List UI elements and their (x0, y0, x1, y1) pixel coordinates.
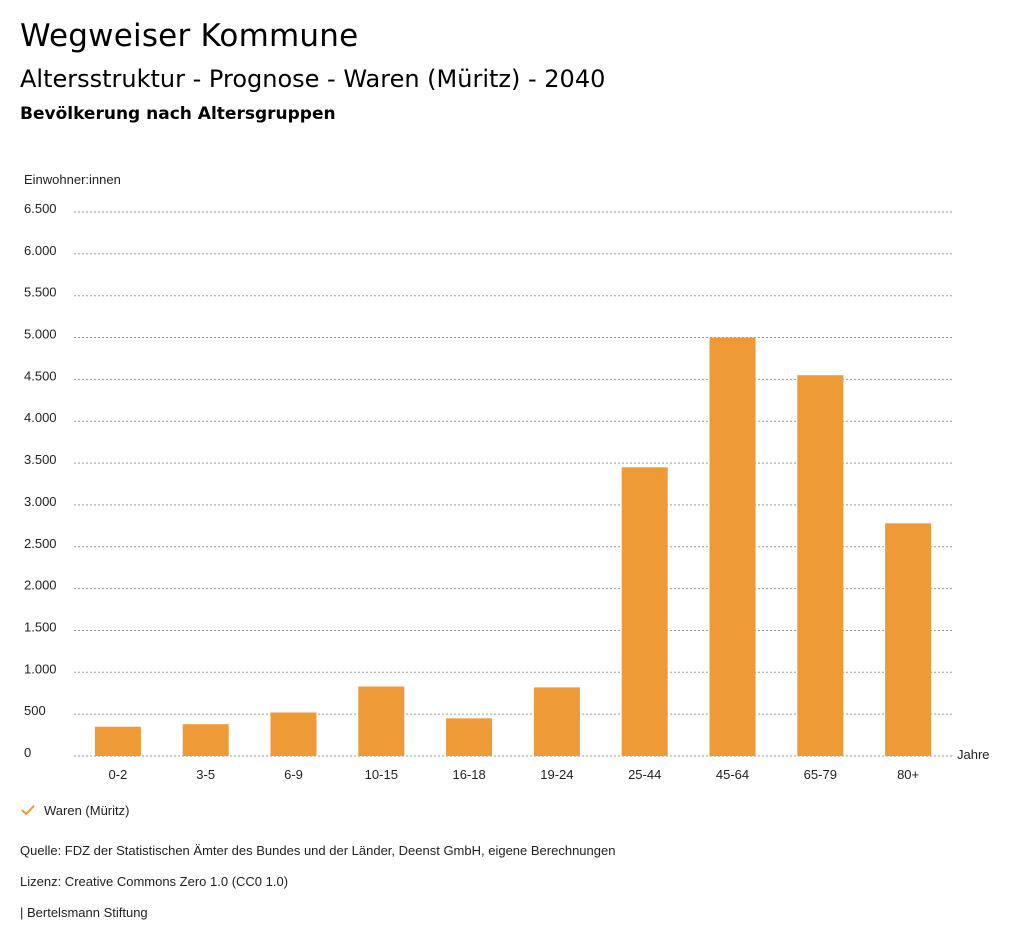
y-tick-label: 5.500 (24, 285, 57, 300)
y-tick-label: 6.500 (24, 201, 57, 216)
x-tick-label: 10-15 (365, 767, 398, 782)
bar-chart: Einwohner:innen 0 500 1.000 1.500 2.000 2.500… (24, 172, 990, 782)
y-tick-label: 5.000 (24, 327, 57, 342)
bar-19-24[interactable] (533, 687, 580, 756)
bar-25-44[interactable] (621, 467, 668, 756)
y-tick-label: 1.500 (24, 619, 57, 634)
x-tick-label: 80+ (897, 767, 919, 782)
y-tick-label: 4.000 (24, 410, 57, 425)
x-tick-label: 0-2 (109, 767, 128, 782)
source-note: Quelle: FDZ der Statistischen Ämter des … (20, 843, 616, 858)
bar-65-79[interactable] (797, 375, 844, 756)
organization-note: | Bertelsmann Stiftung (20, 905, 148, 920)
legend[interactable]: Waren (Müritz) (20, 802, 129, 818)
y-tick-labels: 0 500 1.000 1.500 2.000 2.500 3.000 3.500 4.000 4… (24, 201, 57, 760)
y-tick-label: 2.500 (24, 536, 57, 551)
bar-6-9[interactable] (270, 712, 317, 756)
x-tick-label: 16-18 (452, 767, 485, 782)
y-tick-label: 3.000 (24, 494, 57, 509)
bar-3-5[interactable] (182, 724, 229, 756)
x-tick-labels: 0-2 3-5 6-9 10-15 16-18 19-24 25-44 45-64 65-79 8… (109, 767, 920, 782)
bars (94, 337, 932, 756)
x-tick-label: 6-9 (284, 767, 303, 782)
page-subtitle: Altersstruktur - Prognose - Waren (Mürit… (20, 65, 606, 93)
page-title: Wegweiser Kommune (20, 18, 359, 54)
bar-45-64[interactable] (709, 337, 756, 756)
y-tick-label: 3.500 (24, 452, 57, 467)
y-tick-label: 2.000 (24, 578, 57, 593)
x-axis-label: Jahre (957, 747, 990, 762)
checkmark-icon[interactable] (20, 802, 36, 818)
x-tick-label: 3-5 (196, 767, 215, 782)
license-note: Lizenz: Creative Commons Zero 1.0 (CC0 1… (20, 874, 289, 889)
y-tick-label: 4.500 (24, 368, 57, 383)
y-tick-label: 0 (24, 745, 31, 760)
legend-label: Waren (Müritz) (44, 802, 130, 818)
chart-heading: Bevölkerung nach Altersgruppen (20, 104, 336, 124)
y-tick-label: 1.000 (24, 661, 57, 676)
y-tick-label: 6.000 (24, 243, 57, 258)
bar-16-18[interactable] (446, 718, 493, 756)
bar-0-2[interactable] (94, 726, 141, 756)
x-tick-label: 45-64 (716, 767, 749, 782)
bar-80+[interactable] (885, 523, 932, 756)
y-tick-label: 500 (24, 703, 46, 718)
x-tick-label: 65-79 (804, 767, 837, 782)
x-tick-label: 25-44 (628, 767, 661, 782)
bar-10-15[interactable] (358, 686, 405, 756)
y-axis-label: Einwohner:innen (24, 172, 121, 187)
x-tick-label: 19-24 (540, 767, 573, 782)
